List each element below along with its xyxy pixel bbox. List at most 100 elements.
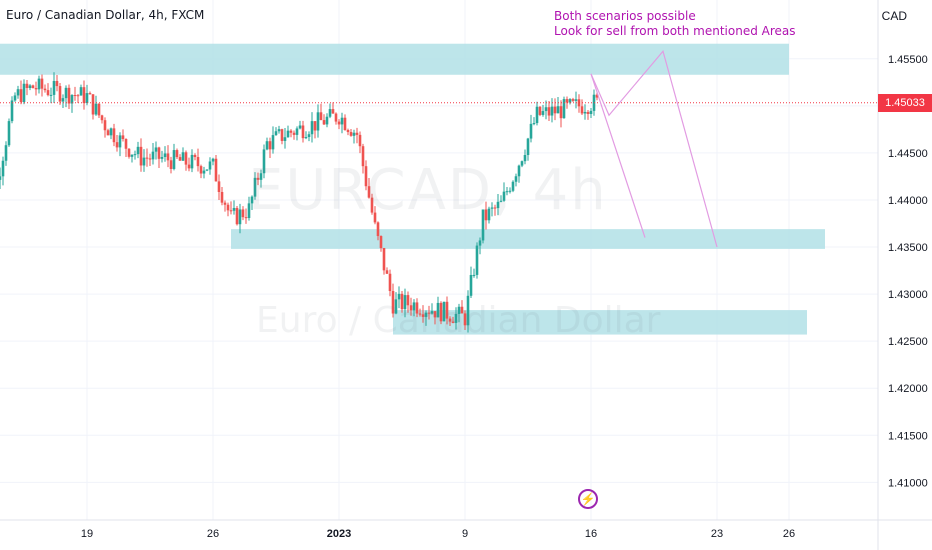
candle-body xyxy=(325,116,329,125)
candle-body xyxy=(589,110,593,114)
last-price-tag: 1.45033 xyxy=(878,94,932,112)
candle-body xyxy=(274,131,278,136)
candle-body xyxy=(568,99,572,103)
candle-body xyxy=(382,247,386,271)
candle-body xyxy=(433,311,437,318)
y-tick-label: 1.41000 xyxy=(888,477,928,489)
candle-body xyxy=(115,142,119,148)
candle-body xyxy=(34,88,38,90)
x-tick-label: 26 xyxy=(207,528,219,540)
note-line-1: Both scenarios possible xyxy=(554,9,696,23)
candle-body xyxy=(547,107,551,116)
candle-body xyxy=(379,236,383,248)
y-tick-label: 1.43500 xyxy=(888,242,928,254)
x-tick-label: 2023 xyxy=(327,528,351,540)
currency-label[interactable]: CAD xyxy=(881,9,907,23)
candle-body xyxy=(136,146,140,155)
candle-body xyxy=(394,299,398,314)
candle-body xyxy=(499,200,503,202)
candle-body xyxy=(106,130,110,136)
candle-body xyxy=(223,202,227,205)
candle-body xyxy=(7,121,11,146)
candle-body xyxy=(67,87,71,104)
projection-path xyxy=(590,73,646,238)
candle-body xyxy=(196,157,200,167)
candle-body xyxy=(169,160,173,169)
candle-body xyxy=(466,295,470,326)
candle-body xyxy=(277,129,281,132)
candle-body xyxy=(43,88,47,91)
candle-body xyxy=(157,147,161,159)
candle-body xyxy=(529,123,533,139)
candle-body xyxy=(37,78,41,90)
candle-body xyxy=(505,191,509,193)
candle-body xyxy=(202,170,206,174)
candle-body xyxy=(0,176,2,180)
candle-body xyxy=(532,123,536,125)
candle-body xyxy=(388,273,392,292)
note-line-2: Look for sell from both mentioned Areas xyxy=(554,24,796,38)
candle-body xyxy=(247,203,251,219)
candle-body xyxy=(154,147,158,152)
candle-body xyxy=(70,95,74,104)
candle-body xyxy=(361,146,365,167)
candle-body xyxy=(349,132,353,136)
candle-body xyxy=(445,301,449,319)
candle-body xyxy=(40,78,44,89)
candle-body xyxy=(178,157,182,161)
candle-body xyxy=(556,106,560,114)
candle-body xyxy=(463,313,467,326)
candle-body xyxy=(52,80,56,95)
candle-body xyxy=(253,177,257,197)
candle-body xyxy=(502,191,506,201)
candle-body xyxy=(166,153,170,161)
candle-body xyxy=(10,100,14,122)
candle-body xyxy=(571,99,575,101)
candle-body xyxy=(454,313,458,323)
lightning-bolt-icon[interactable]: ⚡ xyxy=(578,489,598,509)
candle-body xyxy=(193,154,197,158)
candle-body xyxy=(151,151,155,160)
candle-body xyxy=(367,186,371,198)
candle-body xyxy=(250,196,254,204)
candle-body xyxy=(265,141,269,150)
candle-body xyxy=(511,181,515,191)
candle-body xyxy=(406,295,410,306)
candle-body xyxy=(418,313,422,315)
candle-body xyxy=(46,90,50,96)
candle-body xyxy=(460,306,464,314)
candle-body xyxy=(73,95,77,97)
y-tick-label: 1.44500 xyxy=(888,148,928,160)
candle-body xyxy=(271,135,275,150)
candle-body xyxy=(328,109,332,117)
candle-body xyxy=(316,112,320,131)
candle-body xyxy=(145,157,149,159)
candle-body xyxy=(565,99,569,103)
candle-body xyxy=(580,106,584,114)
candle-body xyxy=(295,128,299,135)
candle-body xyxy=(268,141,272,150)
candle-body xyxy=(307,134,311,138)
candle-body xyxy=(457,306,461,314)
x-tick-label: 23 xyxy=(711,528,723,540)
candle-body xyxy=(403,295,407,310)
candle-body xyxy=(127,148,131,157)
candle-body xyxy=(352,132,356,136)
candle-body xyxy=(49,94,53,96)
candle-body xyxy=(25,83,29,89)
candle-body xyxy=(238,209,242,225)
candle-body xyxy=(124,138,128,149)
candle-body xyxy=(97,103,101,116)
candle-body xyxy=(313,121,317,131)
candle-body xyxy=(103,120,107,131)
candle-body xyxy=(424,312,428,317)
candle-body xyxy=(550,106,554,116)
candle-body xyxy=(517,165,521,177)
candle-body xyxy=(82,87,86,104)
candle-body xyxy=(337,121,341,125)
candle-body xyxy=(451,321,455,323)
candle-body xyxy=(76,95,80,97)
candle-body xyxy=(298,125,302,129)
